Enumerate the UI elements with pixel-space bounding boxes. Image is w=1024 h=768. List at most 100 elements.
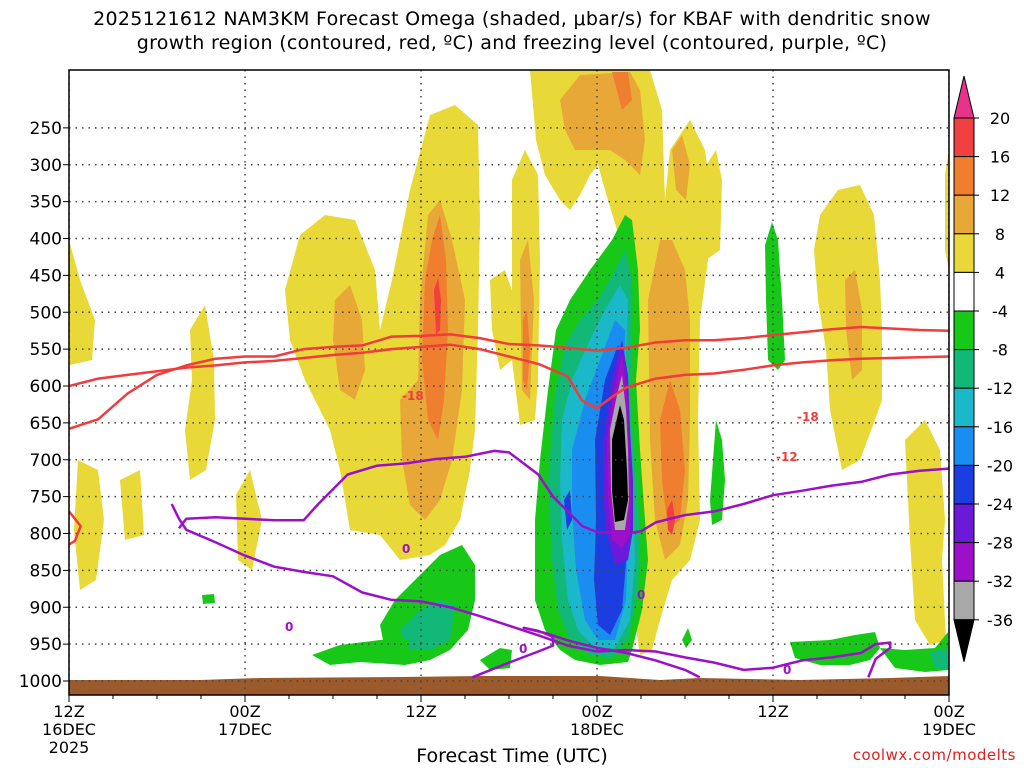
x-tick-label: 12Z (53, 702, 84, 721)
colorbar-swatch (953, 542, 975, 582)
omega-region (400, 600, 455, 650)
chart-title-line1: 2025121612 NAM3KM Forecast Omega (shaded… (93, 8, 931, 30)
omega-region (930, 648, 949, 670)
colorbar-label: 8 (995, 225, 1005, 244)
colorbar-label: -32 (987, 572, 1013, 591)
contour-label-zero: 0 (783, 663, 791, 677)
y-tick-label: 750 (30, 488, 62, 508)
contour-label-minus18-right: -18 (797, 410, 819, 424)
omega-region (523, 310, 530, 390)
contour-label-zero: 0 (637, 588, 645, 602)
colorbar-swatch (953, 194, 975, 235)
omega-region (945, 150, 949, 270)
y-tick-label: 250 (30, 119, 62, 139)
plot-area (69, 70, 949, 695)
omega-region (422, 215, 448, 440)
y-tick-label: 950 (30, 635, 62, 655)
omega-region (202, 594, 215, 604)
y-tick-label: 600 (30, 377, 62, 397)
y-tick-label: 550 (30, 340, 62, 360)
omega-region (69, 240, 95, 365)
x-tick-label: 12Z (757, 702, 788, 721)
x-tick-label: 17DEC (218, 720, 272, 739)
chart-title-line2: growth region (contoured, red, ºC) and f… (136, 32, 888, 54)
omega-region (312, 640, 410, 665)
contour-dgz-minus12 (69, 343, 949, 410)
x-tick-label: 19DEC (922, 720, 976, 739)
y-tick-label: 850 (30, 561, 62, 581)
y-tick-label: 300 (30, 156, 62, 176)
colorbar-swatch (953, 349, 975, 389)
contour-dgz-minus18 (69, 325, 949, 430)
ground-terrain (69, 676, 949, 695)
omega-region (333, 285, 365, 400)
x-tick-label: 00Z (229, 702, 260, 721)
omega-region (790, 632, 880, 665)
omega-region (660, 380, 685, 530)
colorbar-label: -8 (992, 341, 1008, 360)
colorbar-label: 16 (990, 148, 1010, 167)
omega-region (703, 150, 722, 260)
x-tick-label: 18DEC (570, 720, 624, 739)
y-axis: 250 300 350 400 450 500 550 600 650 700 750 800 850 9… (19, 119, 69, 692)
colorbar-label: -12 (987, 379, 1013, 398)
colorbar-label: -28 (987, 534, 1013, 553)
colorbar-label: -24 (987, 495, 1013, 514)
y-tick-label: 450 (30, 266, 62, 286)
y-tick-label: 800 (30, 525, 62, 545)
contour-freezing-level (178, 449, 949, 535)
colorbar-swatch (953, 580, 975, 621)
omega-shading (69, 70, 949, 695)
x-tick-label: 00Z (933, 702, 964, 721)
colorbar: 20 16 12 8 4 -4 -8 -12 -16 -20 -24 -28 -32 -36 (953, 75, 1013, 662)
x-axis-title: Forecast Time (UTC) (416, 745, 608, 767)
y-tick-label: 400 (30, 230, 62, 250)
credit-link[interactable]: coolwx.com/modelts (852, 746, 1016, 764)
colorbar-swatch (953, 117, 975, 158)
gridlines (69, 70, 949, 695)
colorbar-swatch (953, 310, 975, 351)
colorbar-label: -20 (987, 456, 1013, 475)
colorbar-swatch (953, 271, 975, 312)
colorbar-label: 12 (990, 186, 1010, 205)
colorbar-label: 4 (995, 263, 1005, 282)
colorbar-label: -36 (987, 611, 1013, 630)
contour-freezing-level-lower (170, 503, 892, 678)
colorbar-swatch (953, 503, 975, 544)
y-tick-label: 1000 (19, 672, 62, 692)
contour-dgz-edge (69, 510, 82, 546)
x-tick-label: 2025 (49, 738, 90, 757)
colorbar-swatch (953, 75, 975, 119)
omega-region (710, 420, 725, 525)
colorbar-swatch (953, 156, 975, 196)
y-tick-label: 650 (30, 414, 62, 434)
y-tick-label: 350 (30, 193, 62, 213)
y-tick-label: 900 (30, 598, 62, 618)
omega-region (880, 632, 949, 672)
omega-region (682, 628, 692, 648)
y-tick-label: 500 (30, 303, 62, 323)
omega-region (672, 135, 690, 200)
contour-label-minus18-left: -18 (402, 389, 424, 403)
contour-label-zero: 0 (402, 542, 410, 556)
x-tick-label: 00Z (581, 702, 612, 721)
omega-region (120, 470, 144, 540)
omega-region (612, 405, 628, 522)
colorbar-label: -16 (987, 418, 1013, 437)
omega-region (765, 222, 785, 370)
omega-region (845, 270, 862, 380)
contour-freezing-level-surface (471, 626, 701, 679)
contour-labels: -18 -18 -12 0 0 0 0 0 (285, 389, 819, 677)
colorbar-swatch (953, 464, 975, 505)
y-tick-label: 700 (30, 451, 62, 471)
x-tick-label: 12Z (405, 702, 436, 721)
x-tick-label: 16DEC (42, 720, 96, 739)
omega-region (612, 72, 632, 110)
colorbar-swatch (953, 426, 975, 466)
omega-region (434, 278, 441, 335)
omega-region (74, 460, 104, 590)
omega-region (300, 250, 335, 330)
omega-region (905, 420, 946, 645)
